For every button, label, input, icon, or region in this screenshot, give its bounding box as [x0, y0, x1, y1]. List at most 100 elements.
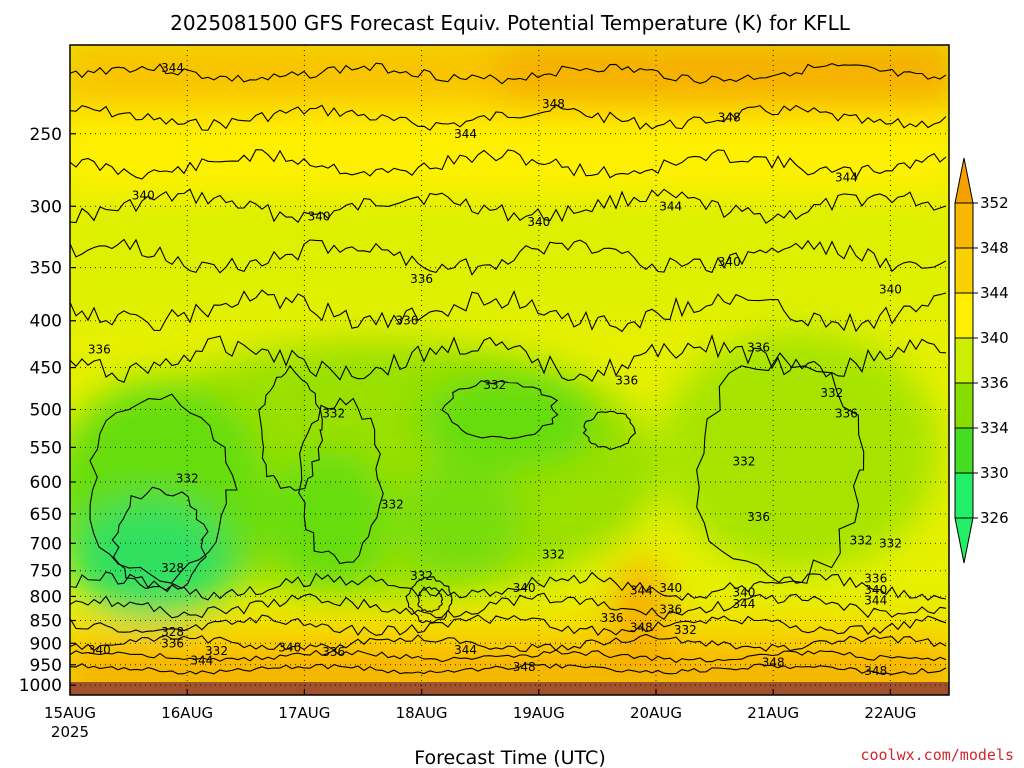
contour-label: 336 — [747, 510, 770, 524]
x-tick-label: 16AUG — [161, 704, 213, 722]
contour-label: 348 — [762, 656, 785, 670]
contour-line — [70, 62, 947, 85]
contour-label: 340 — [879, 283, 902, 297]
contour-label: 340 — [732, 585, 755, 599]
contour-label: 340 — [88, 643, 111, 657]
x-tick-label: 18AUG — [396, 704, 448, 722]
contour-label: 332 — [176, 472, 199, 486]
contour-line — [70, 633, 947, 653]
y-tick-label: 250 — [30, 125, 62, 145]
contour-label: 344 — [732, 597, 755, 611]
contour-label: 336 — [322, 645, 345, 659]
contour-label: 332 — [322, 406, 345, 420]
field-green-7 — [400, 460, 520, 580]
contour-label: 340 — [659, 581, 682, 595]
contour-label: 340 — [132, 189, 155, 203]
contour-line — [70, 188, 947, 224]
colorbar-box — [954, 247, 974, 294]
colorbar: 352 348 344 340 336 334 330 326 — [954, 157, 1009, 564]
contour-loop — [89, 393, 238, 584]
contour-loop — [111, 486, 209, 593]
contour-label: 336 — [747, 341, 770, 355]
contour-label: 348 — [542, 97, 565, 111]
contour-label: 336 — [615, 374, 638, 388]
contour-label: 344 — [630, 583, 653, 597]
contour-loop — [298, 397, 384, 565]
y-tick-label: 650 — [30, 505, 62, 525]
contour-label: 332 — [410, 569, 433, 583]
contour-label: 344 — [835, 170, 858, 184]
colorbar-box — [954, 202, 974, 249]
colorbar-label: 340 — [980, 329, 1009, 347]
contour-label: 328 — [161, 625, 184, 639]
y-tick-label: 400 — [30, 312, 62, 332]
contour-line — [70, 238, 947, 276]
field-band-mid — [70, 200, 949, 310]
contour-line — [70, 592, 947, 621]
contour-label: 340 — [864, 583, 887, 597]
contour-label: 340 — [513, 581, 536, 595]
colorbar-label: 330 — [980, 464, 1009, 482]
contour-loop — [441, 380, 559, 440]
y-tick-label: 900 — [30, 634, 62, 654]
contour-loop — [696, 352, 865, 584]
x-tick-label: 21AUG — [747, 704, 799, 722]
contour-label: 332 — [483, 378, 506, 392]
x-tick-year: 2025 — [51, 723, 89, 741]
contour-label: 332 — [381, 498, 404, 512]
contour-label: 336 — [835, 406, 858, 420]
contour-label: 344 — [190, 654, 213, 668]
colorbar-label: 344 — [980, 284, 1009, 302]
colorbar-bottom-arrow — [954, 517, 974, 564]
y-axis: 2503003504004505005506006507007508008509… — [19, 125, 76, 696]
contour-line — [70, 663, 947, 675]
field-green-5 — [70, 500, 230, 620]
x-tick-label: 19AUG — [513, 704, 565, 722]
ground-strip — [70, 682, 949, 695]
contour-label: 340 — [718, 255, 741, 269]
y-tick-label: 1000 — [19, 676, 62, 696]
contour-label: 332 — [732, 455, 755, 469]
contour-label: 332 — [674, 623, 697, 637]
contour-label: 348 — [864, 664, 887, 678]
colorbar-label: 334 — [980, 419, 1009, 437]
y-tick-label: 300 — [30, 197, 62, 217]
x-tick-label: 20AUG — [630, 704, 682, 722]
field-green-3 — [420, 370, 600, 470]
y-tick-label: 450 — [30, 359, 62, 379]
contour-label: 332 — [205, 644, 228, 658]
colorbar-box — [954, 292, 974, 339]
contour-line — [70, 614, 947, 636]
contour-label: 336 — [601, 611, 624, 625]
contour-label: 328 — [161, 561, 184, 575]
contour-label: 348 — [513, 660, 536, 674]
contour-label: 336 — [161, 636, 184, 650]
contour-line — [70, 104, 947, 131]
y-tick-label: 350 — [30, 259, 62, 279]
y-tick-label: 850 — [30, 612, 62, 632]
field-green-4 — [660, 330, 940, 570]
grid-lines — [70, 45, 949, 695]
x-tick-label: 17AUG — [278, 704, 330, 722]
x-tick-label: 15AUG — [44, 704, 96, 722]
contour-label: 336 — [410, 272, 433, 286]
contour-loop — [405, 576, 453, 624]
contour-label: 340 — [527, 215, 550, 229]
field-green-6 — [270, 450, 390, 590]
colorbar-label: 336 — [980, 374, 1009, 392]
contour-label: 336 — [88, 342, 111, 356]
x-axis-label: Forecast Time (UTC) — [414, 747, 605, 768]
colorbar-box — [954, 382, 974, 429]
contour-label: 344 — [161, 61, 184, 75]
y-tick-label: 750 — [30, 562, 62, 582]
contour-label: 348 — [630, 620, 653, 634]
y-tick-label: 550 — [30, 438, 62, 458]
credit-text: coolwx.com/models — [860, 746, 1014, 764]
contour-label: 336 — [864, 572, 887, 586]
contour-label: 344 — [864, 593, 887, 607]
x-axis: 15AUG 16AUG 17AUG 18AUG 19AUG 20AUG 21AUG 22AUG — [44, 689, 916, 722]
colorbar-top-arrow — [954, 157, 974, 204]
contour-label: 344 — [659, 199, 682, 213]
